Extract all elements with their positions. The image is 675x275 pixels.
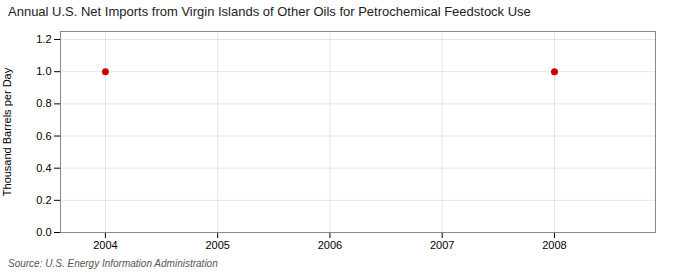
svg-text:0.6: 0.6	[36, 130, 51, 142]
html-text:Annual U.S. Net Imports from V: Annual U.S. Net Imports from Virgin Isla…	[8, 4, 531, 19]
svg-text:0.2: 0.2	[36, 194, 51, 206]
svg-text:1.2: 1.2	[36, 33, 51, 45]
svg-text:0.4: 0.4	[36, 162, 51, 174]
svg-text:2007: 2007	[430, 239, 454, 251]
svg-text:2004: 2004	[93, 239, 117, 251]
svg-text:2006: 2006	[318, 239, 342, 251]
svg-text:0.0: 0.0	[36, 226, 51, 238]
svg-text:Thousand Barrels per Day: Thousand Barrels per Day	[1, 67, 13, 196]
svg-text:1.0: 1.0	[36, 65, 51, 77]
html-text:Source: U.S. Energy Informatio: Source: U.S. Energy Information Administ…	[8, 258, 218, 269]
svg-text:2005: 2005	[205, 239, 229, 251]
svg-text:0.8: 0.8	[36, 97, 51, 109]
svg-text:2008: 2008	[542, 239, 566, 251]
